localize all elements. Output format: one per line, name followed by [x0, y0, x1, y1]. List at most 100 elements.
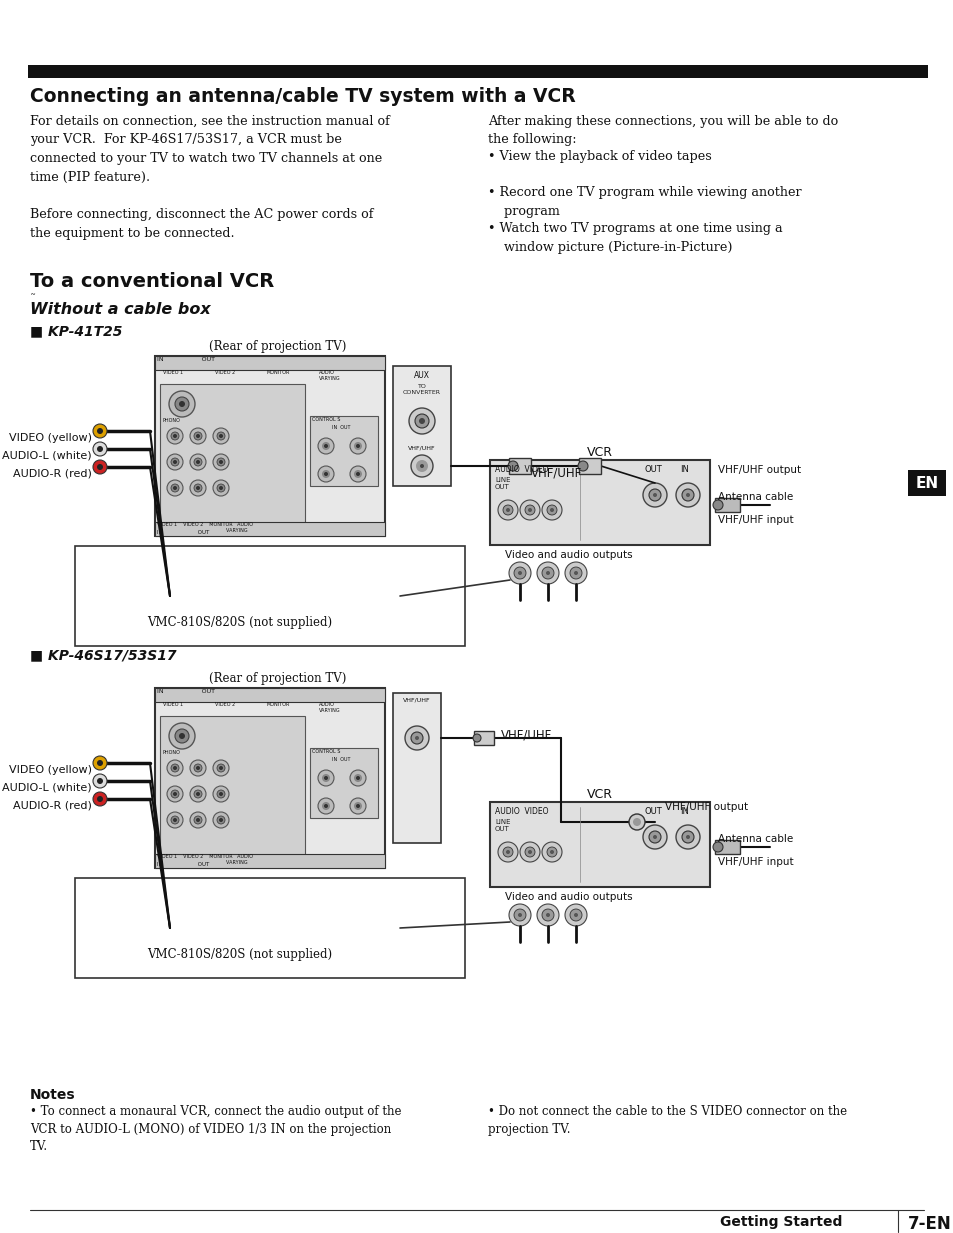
Circle shape — [541, 909, 554, 921]
Text: VHF/UHF input: VHF/UHF input — [718, 515, 793, 525]
Text: IN: IN — [679, 808, 688, 816]
Text: • Record one TV program while viewing another
    program: • Record one TV program while viewing an… — [488, 186, 801, 217]
Text: IN                   OUT: IN OUT — [157, 358, 214, 363]
Circle shape — [213, 480, 229, 496]
Circle shape — [213, 428, 229, 444]
Circle shape — [685, 835, 689, 838]
Text: (Rear of projection TV): (Rear of projection TV) — [209, 340, 346, 353]
Bar — [310, 748, 377, 817]
Circle shape — [419, 464, 423, 469]
Text: Video and audio outputs: Video and audio outputs — [504, 891, 632, 903]
Circle shape — [97, 464, 103, 470]
Circle shape — [537, 904, 558, 926]
Circle shape — [628, 814, 644, 830]
Circle shape — [574, 912, 578, 917]
Circle shape — [355, 472, 359, 476]
Text: OUT: OUT — [644, 465, 662, 473]
Circle shape — [219, 460, 223, 464]
Circle shape — [193, 485, 202, 492]
Circle shape — [350, 438, 366, 454]
Text: • To connect a monaural VCR, connect the audio output of the
VCR to AUDIO-L (MON: • To connect a monaural VCR, connect the… — [30, 1105, 401, 1153]
Circle shape — [172, 486, 177, 490]
Circle shape — [350, 466, 366, 482]
Circle shape — [216, 816, 225, 824]
Text: VIDEO 1    VIDEO 2    MONITOR   AUDIO
                                          : VIDEO 1 VIDEO 2 MONITOR AUDIO — [157, 522, 253, 533]
Circle shape — [190, 813, 206, 829]
Circle shape — [415, 736, 418, 740]
Circle shape — [219, 792, 223, 797]
Circle shape — [213, 785, 229, 801]
Circle shape — [681, 831, 693, 843]
Circle shape — [652, 835, 657, 838]
Circle shape — [648, 831, 660, 843]
Circle shape — [193, 432, 202, 440]
Circle shape — [193, 790, 202, 798]
Circle shape — [497, 501, 517, 520]
Text: Connecting an antenna/cable TV system with a VCR: Connecting an antenna/cable TV system wi… — [30, 88, 576, 106]
Circle shape — [712, 501, 722, 510]
Circle shape — [350, 798, 366, 814]
Circle shape — [195, 460, 200, 464]
Circle shape — [502, 847, 513, 857]
Circle shape — [322, 441, 330, 450]
Circle shape — [167, 813, 183, 829]
Circle shape — [324, 444, 328, 448]
Text: MONITOR: MONITOR — [267, 702, 290, 707]
Bar — [474, 731, 494, 745]
Circle shape — [216, 790, 225, 798]
Circle shape — [167, 785, 183, 801]
Circle shape — [541, 501, 561, 520]
Text: VCR: VCR — [586, 788, 613, 801]
Text: Before connecting, disconnect the AC power cords of
the equipment to be connecte: Before connecting, disconnect the AC pow… — [30, 208, 374, 239]
Circle shape — [546, 847, 557, 857]
Circle shape — [317, 769, 334, 785]
Bar — [75, 878, 464, 978]
Text: VIDEO 1: VIDEO 1 — [163, 370, 183, 375]
Circle shape — [350, 769, 366, 785]
Text: Video and audio outputs: Video and audio outputs — [504, 550, 632, 560]
Text: IN: IN — [679, 465, 688, 473]
Circle shape — [648, 490, 660, 501]
Bar — [310, 416, 377, 486]
Circle shape — [509, 904, 531, 926]
Circle shape — [676, 825, 700, 850]
Text: IN                    OUT: IN OUT — [157, 862, 209, 867]
Circle shape — [546, 506, 557, 515]
Circle shape — [193, 457, 202, 466]
Circle shape — [213, 760, 229, 776]
Bar — [154, 522, 385, 536]
Circle shape — [519, 501, 539, 520]
Text: IN  OUT: IN OUT — [332, 757, 350, 762]
Text: PHONO: PHONO — [163, 418, 181, 423]
Bar — [578, 457, 600, 473]
Circle shape — [171, 485, 179, 492]
Text: VIDEO 1: VIDEO 1 — [163, 702, 183, 707]
Text: ■ KP-46S17/53S17: ■ KP-46S17/53S17 — [30, 649, 176, 662]
Circle shape — [317, 438, 334, 454]
Circle shape — [317, 466, 334, 482]
Circle shape — [514, 567, 525, 580]
Circle shape — [195, 766, 200, 769]
Circle shape — [564, 562, 586, 584]
Circle shape — [190, 454, 206, 470]
Text: AUDIO-L (white): AUDIO-L (white) — [2, 783, 91, 793]
Bar — [154, 688, 385, 868]
Bar — [154, 356, 385, 370]
Circle shape — [355, 804, 359, 808]
Bar — [154, 688, 385, 702]
Circle shape — [167, 480, 183, 496]
Circle shape — [505, 508, 510, 512]
Circle shape — [322, 801, 330, 810]
Text: • Watch two TV programs at one time using a
    window picture (Picture-in-Pictu: • Watch two TV programs at one time usin… — [488, 222, 781, 254]
Circle shape — [524, 506, 535, 515]
Text: • View the playback of video tapes: • View the playback of video tapes — [488, 150, 711, 163]
Circle shape — [517, 912, 521, 917]
Text: • Do not connect the cable to the S VIDEO connector on the
projection TV.: • Do not connect the cable to the S VIDE… — [488, 1105, 846, 1136]
Circle shape — [174, 397, 189, 411]
Circle shape — [527, 508, 532, 512]
Circle shape — [418, 418, 424, 424]
Circle shape — [195, 817, 200, 822]
Circle shape — [317, 798, 334, 814]
Bar — [393, 693, 440, 843]
Circle shape — [416, 460, 428, 472]
